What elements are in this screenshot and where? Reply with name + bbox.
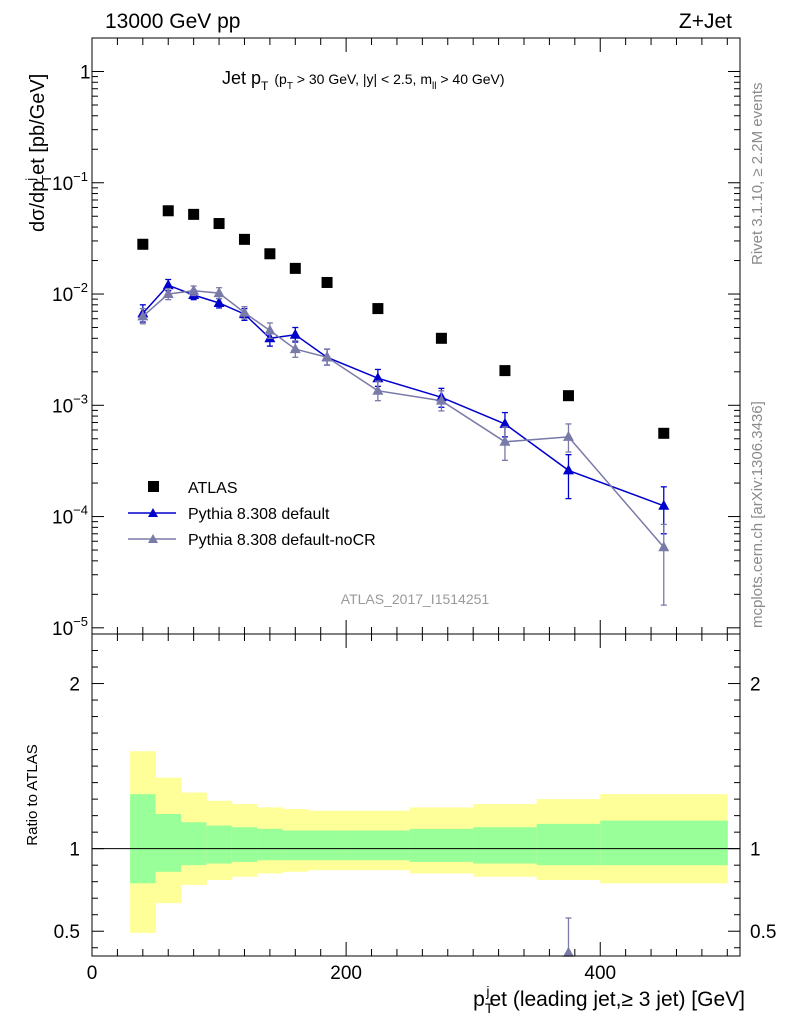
series-point-2 — [562, 430, 574, 441]
y-tick-label: 1 — [80, 62, 91, 83]
y-tick-label: 10−5 — [52, 614, 88, 640]
uncertainty-bands — [92, 751, 740, 933]
green-band — [409, 828, 474, 862]
main-panel: Jet pT (pT > 30 GeV, |y| < 2.5, mll > 40 … — [23, 37, 741, 640]
ratio-plot-frame — [91, 633, 741, 957]
series-point-1 — [162, 279, 174, 290]
series-point-2 — [137, 310, 149, 321]
y-axis-label: dσ/dpjTet [pb/GeV] — [23, 74, 54, 232]
atlas-point — [372, 303, 384, 315]
green-band — [155, 813, 182, 872]
series-point-1 — [289, 328, 301, 339]
green-band — [473, 827, 538, 864]
series-point-1 — [562, 464, 574, 475]
legend-label-atlas: ATLAS — [188, 480, 238, 497]
legend-label-nocr: Pythia 8.308 default-noCR — [188, 532, 376, 549]
mcplots-label: mcplots.cern.ch [arXiv:1306.3436] — [749, 401, 766, 628]
green-band — [180, 822, 207, 866]
ratio-marks — [562, 917, 574, 957]
series-point-2 — [289, 343, 301, 354]
atlas-point — [562, 390, 574, 402]
ratio-y-axis-ticks: 0.5 0.5 1 1 2 2 — [54, 650, 776, 949]
y-tick-label: 10−2 — [52, 280, 88, 306]
legend-marker-default — [128, 508, 176, 517]
x-tick-label: 0 — [87, 963, 98, 984]
atlas-point — [238, 233, 250, 245]
series-point-2 — [264, 324, 276, 335]
ratio-y-tick-label-right: 1 — [750, 840, 761, 861]
legend-label-default: Pythia 8.308 default — [188, 506, 330, 523]
main-title: Jet pT (pT > 30 GeV, |y| < 2.5, mll > 40 … — [222, 68, 505, 93]
series-point-2 — [188, 284, 200, 295]
green-band — [346, 830, 411, 861]
ratio-point — [562, 946, 574, 957]
ratio-y-tick-label-right: 2 — [750, 675, 761, 696]
atlas-point — [435, 332, 447, 344]
ratio-panel: 0.5 0.5 1 1 2 2 Ratio to ATLAS 0 200 400 pTjet … — [24, 38, 776, 1016]
ratio-y-tick-label-right: 0.5 — [750, 922, 776, 943]
series-point-1 — [213, 297, 225, 308]
atlas-point — [162, 205, 174, 217]
ratio-y-tick-label-left: 2 — [69, 675, 80, 696]
series-point-1 — [658, 499, 670, 510]
data-marks — [137, 205, 670, 606]
series-point-2 — [238, 306, 250, 317]
series-point-2 — [213, 287, 225, 298]
y-tick-label: 10−3 — [52, 391, 88, 417]
series-point-2 — [499, 435, 511, 446]
green-band — [130, 794, 157, 884]
rivet-label: Rivet 3.1.10, ≥ 2.2M events — [749, 83, 766, 266]
x-tick-label: 400 — [584, 963, 616, 984]
legend-marker-atlas — [148, 481, 159, 492]
green-band — [206, 825, 233, 864]
atlas-point — [658, 427, 670, 439]
series-point-2 — [162, 288, 174, 299]
ratio-y-tick-label-left: 1 — [69, 840, 80, 861]
green-band — [231, 827, 258, 862]
y-tick-label: 10−4 — [52, 503, 88, 529]
legend-marker-nocr — [128, 534, 176, 543]
header-right: Z+Jet — [679, 10, 732, 33]
series-point-1 — [372, 372, 384, 383]
atlas-point — [213, 218, 225, 230]
series-point-2 — [321, 351, 333, 362]
green-band — [257, 828, 284, 861]
green-band — [282, 830, 309, 861]
analysis-watermark: ATLAS_2017_I1514251 — [341, 591, 490, 607]
green-band — [536, 823, 601, 866]
header-left: 13000 GeV pp — [105, 10, 240, 33]
series-point-1 — [499, 417, 511, 428]
legend: ATLAS Pythia 8.308 default Pythia 8.308 … — [128, 480, 376, 549]
ratio-y-label: Ratio to ATLAS — [24, 744, 41, 845]
atlas-point — [264, 248, 276, 260]
x-axis-ticks: 0 200 400 — [87, 38, 728, 984]
y-axis-ticks: 1 10−1 10−2 10−3 10−4 10−5 — [52, 37, 740, 640]
green-band — [600, 820, 728, 866]
ratio-y-tick-label-left: 0.5 — [54, 922, 80, 943]
atlas-point — [499, 365, 511, 377]
y-tick-label: 10−1 — [52, 169, 88, 195]
x-tick-label: 200 — [330, 963, 362, 984]
atlas-point — [188, 208, 200, 220]
green-band — [308, 830, 347, 861]
atlas-point — [321, 276, 333, 288]
series-point-2 — [435, 394, 447, 405]
series-point-2 — [372, 384, 384, 395]
x-axis-label: pTjet (leading jet,≥ 3 jet) [GeV] — [473, 983, 745, 1016]
atlas-point — [289, 262, 301, 274]
series-point-2 — [658, 541, 670, 552]
atlas-point — [137, 238, 149, 250]
